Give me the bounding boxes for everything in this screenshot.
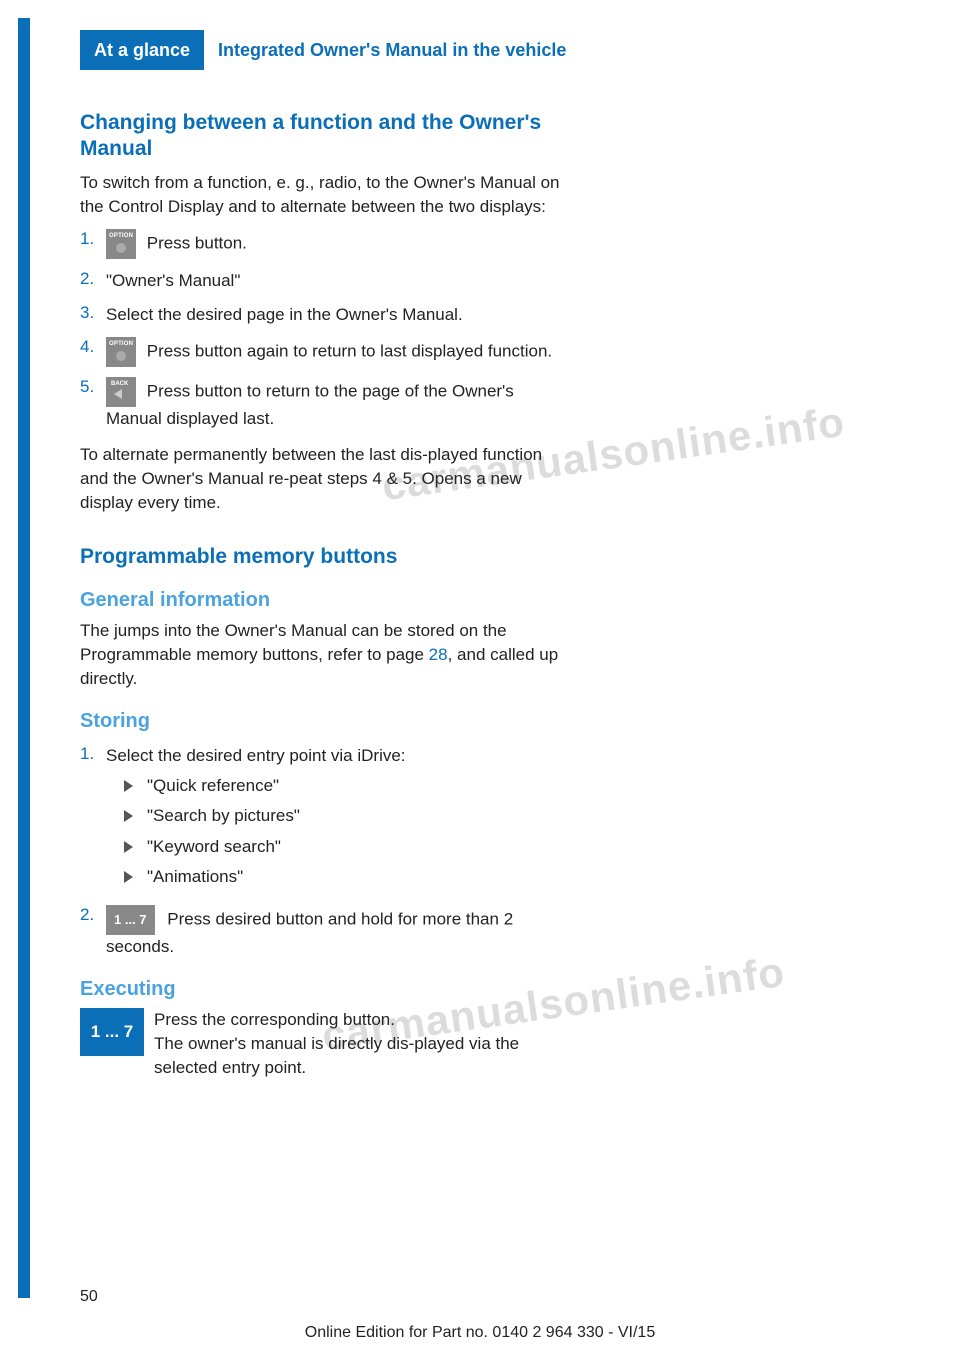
step-number: 1. — [80, 229, 106, 249]
step-body: Press button again to return to last dis… — [106, 337, 552, 367]
section-intro: To switch from a function, e. g., radio,… — [80, 171, 560, 219]
step-item: 3. Select the desired page in the Owner'… — [80, 303, 560, 327]
step-number: 1. — [80, 744, 106, 764]
list-text: "Quick reference" — [147, 774, 279, 798]
step-text: Press button again to return to last dis… — [147, 341, 552, 360]
list-item: "Quick reference" — [124, 774, 406, 798]
executing-line2: The owner's manual is directly dis‐playe… — [154, 1034, 519, 1077]
triangle-bullet-icon — [124, 780, 133, 792]
triangle-bullet-icon — [124, 810, 133, 822]
step-text: Press desired button and hold for more t… — [106, 909, 513, 956]
step-item: 5. Press button to return to the page of… — [80, 377, 560, 431]
section-title-memory: Programmable memory buttons — [80, 544, 560, 570]
step-item: 1. Press button. — [80, 229, 560, 259]
executing-row: 1 ... 7 Press the corresponding button. … — [80, 1008, 560, 1080]
back-button-icon — [106, 377, 136, 407]
header-subtitle: Integrated Owner's Manual in the vehicle — [204, 30, 580, 70]
page-link-28[interactable]: 28 — [429, 645, 448, 664]
step-text: Press button. — [147, 233, 247, 252]
storing-sublist: "Quick reference" "Search by pictures" "… — [106, 774, 406, 889]
manual-page: At a glance Integrated Owner's Manual in… — [0, 0, 960, 1362]
list-item: "Animations" — [124, 865, 406, 889]
step-body: Select the desired entry point via iDriv… — [106, 744, 406, 895]
memory-buttons-badge: 1 ... 7 — [80, 1008, 144, 1056]
step-body: Press button. — [106, 229, 247, 259]
list-item: "Keyword search" — [124, 835, 406, 859]
step-text: Select the desired entry point via iDriv… — [106, 746, 406, 765]
step-item: 2. 1 ... 7 Press desired button and hold… — [80, 905, 560, 959]
subheading-executing: Executing — [80, 977, 560, 1002]
option-button-icon — [106, 337, 136, 367]
page-content: Changing between a function and the Owne… — [80, 100, 560, 1080]
step-item: 4. Press button again to return to last … — [80, 337, 560, 367]
step-body: Press button to return to the page of th… — [106, 377, 560, 431]
step-text: Press button to return to the page of th… — [106, 381, 514, 428]
list-text: "Search by pictures" — [147, 804, 300, 828]
step-body: 1 ... 7 Press desired button and hold fo… — [106, 905, 560, 959]
footer-text: Online Edition for Part no. 0140 2 964 3… — [0, 1324, 960, 1342]
list-text: "Animations" — [147, 865, 243, 889]
step-number: 2. — [80, 269, 106, 289]
step-number: 4. — [80, 337, 106, 357]
left-side-bar — [18, 18, 30, 1298]
step-number: 2. — [80, 905, 106, 925]
step-number: 3. — [80, 303, 106, 323]
subheading-storing: Storing — [80, 709, 560, 734]
step-item: 1. Select the desired entry point via iD… — [80, 744, 560, 895]
step-text: "Owner's Manual" — [106, 269, 240, 293]
step-text: Select the desired page in the Owner's M… — [106, 303, 463, 327]
executing-text: Press the corresponding button. The owne… — [154, 1008, 560, 1080]
subheading-general: General information — [80, 588, 560, 613]
header-tab: At a glance — [80, 30, 204, 70]
section-title-changing: Changing between a function and the Owne… — [80, 110, 560, 163]
triangle-bullet-icon — [124, 871, 133, 883]
list-text: "Keyword search" — [147, 835, 281, 859]
list-item: "Search by pictures" — [124, 804, 406, 828]
memory-buttons-icon: 1 ... 7 — [106, 905, 155, 935]
section-outro: To alternate permanently between the las… — [80, 443, 560, 515]
executing-line1: Press the corresponding button. — [154, 1010, 395, 1029]
steps-list-1: 1. Press button. 2. "Owner's Manual" 3. … — [80, 229, 560, 431]
triangle-bullet-icon — [124, 841, 133, 853]
option-button-icon — [106, 229, 136, 259]
general-paragraph: The jumps into the Owner's Manual can be… — [80, 619, 560, 691]
steps-list-storing: 1. Select the desired entry point via iD… — [80, 744, 560, 959]
page-number: 50 — [80, 1288, 98, 1306]
step-item: 2. "Owner's Manual" — [80, 269, 560, 293]
page-header: At a glance Integrated Owner's Manual in… — [80, 30, 580, 70]
step-number: 5. — [80, 377, 106, 397]
